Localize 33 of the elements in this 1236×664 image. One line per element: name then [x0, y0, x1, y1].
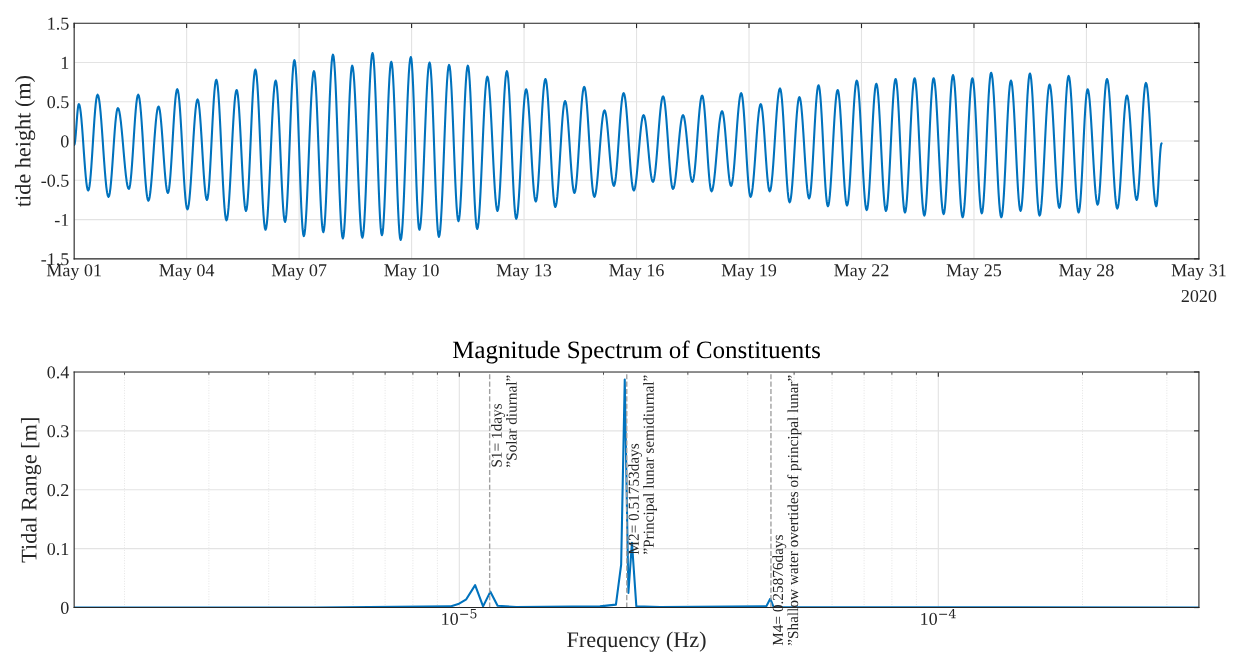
y-tick-label: -1.5	[41, 253, 69, 266]
annotation: S1= 1days ”Solar diurnal”	[491, 375, 517, 467]
y-tick-label: 0.5	[47, 96, 69, 109]
x-tick-label: May 22	[834, 264, 889, 281]
y-tick-label: 0.3	[47, 425, 69, 438]
x-tick-label: May 19	[721, 264, 777, 281]
x-tick-label: May 07	[271, 264, 327, 281]
x-tick-label: May 04	[159, 264, 215, 281]
chart-title: Magnitude Spectrum of Constituents	[452, 340, 820, 364]
x-tick-label: May 28	[1059, 264, 1114, 281]
x-tick-label: 10$^{−5}$	[442, 609, 477, 626]
y-tick-label: 0	[60, 601, 69, 614]
y-tick-label: -0.5	[41, 174, 69, 187]
y-tick-label: 0.4	[47, 366, 70, 379]
y-tick-label: 0	[60, 135, 69, 148]
x-tick-label: May 13	[496, 264, 552, 281]
y-tick-label: 1.5	[48, 17, 69, 30]
x-tick-label: May 31	[1171, 264, 1226, 281]
y-axis-title: tide height (m)	[14, 75, 36, 207]
y-tick-label: -1	[54, 213, 69, 226]
y-axis-title: Tidal Range [m]	[20, 418, 42, 563]
x-tick-label: May 01	[46, 264, 101, 281]
annotation: M4= 0.25876days ”Shallow water overtides of principal lunar”	[772, 375, 802, 646]
y-tick-label: 1	[61, 56, 69, 69]
x-tick-label: May 16	[609, 264, 664, 281]
x-tick-label: May 10	[384, 264, 439, 281]
y-tick-label: 0.2	[47, 484, 69, 497]
text: 2020	[1181, 289, 1217, 303]
annotation: M2= 0.51753days ”Principal lunar semidiurnal”	[628, 375, 657, 555]
y-tick-label: 0.1	[47, 542, 69, 556]
x-axis-title: Frequency (Hz)	[567, 631, 706, 652]
x-tick-label: 10$^{−4}$	[921, 608, 956, 625]
x-tick-label: May 25	[946, 264, 1002, 281]
